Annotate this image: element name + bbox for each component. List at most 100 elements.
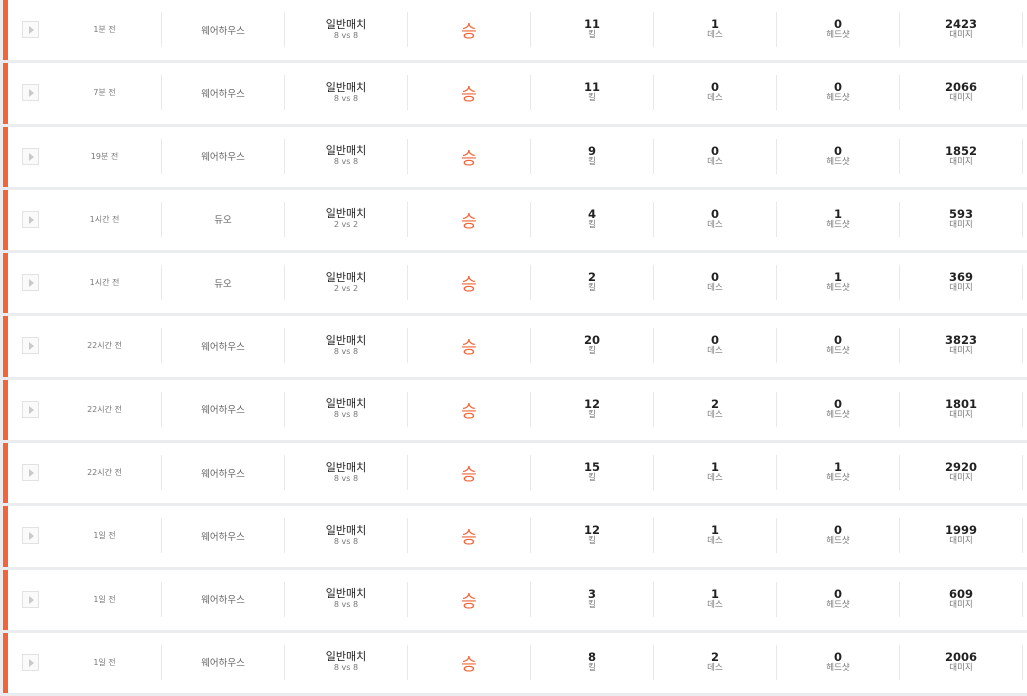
play-replay-icon[interactable] [22,274,39,292]
play-replay-icon[interactable] [22,21,39,38]
play-replay-icon[interactable] [22,147,39,165]
play-replay-icon[interactable] [22,653,39,671]
match-row[interactable]: 22시간 전 웨어하우스 일반매치 8 vs 8 승 15 킬 1 데스 1 헤드샷 2… [3,443,1027,504]
match-row[interactable]: 7분 전 웨어하우스 일반매치 8 vs 8 승 11 킬 0 데스 0 헤드샷 206… [3,63,1027,124]
damage-label: 대미지 [949,409,973,420]
match-map: 듀오 [214,278,232,290]
play-replay-icon[interactable] [22,210,39,228]
time-cell: 19분 전 [48,139,161,174]
deaths-value: 0 [710,80,719,95]
deaths-label: 데스 [707,409,723,420]
match-mode: 일반매치 [325,80,367,94]
kills-value: 3 [587,586,596,601]
match-result: 승 [461,654,477,675]
match-map: 웨어하우스 [201,595,245,607]
play-replay-icon[interactable] [22,527,39,545]
headshots-label: 헤드샷 [826,346,850,357]
headshots-cell: 1 헤드샷 [776,455,899,491]
deaths-value: 1 [710,17,719,31]
deaths-cell: 1 데스 [653,455,776,491]
match-time: 1시간 전 [89,278,120,288]
divider [1022,12,1023,47]
damage-label: 대미지 [949,283,973,294]
damage-cell: 2006 대미지 [899,644,1022,680]
deaths-value: 0 [710,206,719,221]
damage-cell: 369 대미지 [899,265,1022,301]
map-cell: 웨어하우스 [161,644,284,680]
kills-value: 9 [587,143,596,158]
match-mode: 일반매치 [325,17,367,31]
match-result: 승 [461,591,477,612]
match-row[interactable]: 22시간 전 웨어하우스 일반매치 8 vs 8 승 20 킬 0 데스 0 헤드샷 3… [3,316,1027,377]
match-result: 승 [461,22,477,42]
kills-cell: 11 킬 [530,12,653,47]
map-cell: 웨어하우스 [161,328,284,364]
match-result: 승 [461,338,477,359]
match-map: 웨어하우스 [201,531,245,543]
match-row[interactable]: 22시간 전 웨어하우스 일반매치 8 vs 8 승 12 킬 2 데스 0 헤드샷 1… [3,379,1027,441]
match-time: 1일 전 [93,531,116,541]
team-size: 8 vs 8 [333,536,359,546]
match-map: 듀오 [214,215,232,227]
match-time: 1시간 전 [89,214,120,224]
divider [1022,581,1023,617]
damage-label: 대미지 [949,93,973,104]
match-mode: 일반매치 [325,650,367,664]
headshots-label: 헤드샷 [826,283,850,294]
kills-cell: 12 킬 [530,518,653,554]
match-time: 22시간 전 [87,341,122,351]
map-cell: 듀오 [161,265,284,301]
match-time: 22시간 전 [87,468,122,478]
headshots-cell: 1 헤드샷 [776,201,899,237]
result-cell: 승 [407,581,530,617]
damage-label: 대미지 [949,156,973,167]
headshots-cell: 1 헤드샷 [776,265,899,301]
match-row[interactable]: 1분 전 웨어하우스 일반매치 8 vs 8 승 11 킬 1 데스 0 헤드샷 242… [3,0,1027,61]
match-map: 웨어하우스 [201,152,245,164]
damage-label: 대미지 [949,473,973,484]
match-mode: 일반매치 [325,523,367,537]
result-cell: 승 [407,644,530,680]
headshots-value: 0 [833,649,842,664]
deaths-cell: 2 데스 [653,391,776,427]
play-replay-icon[interactable] [22,590,39,608]
deaths-label: 데스 [707,283,723,294]
play-replay-icon[interactable] [22,400,39,418]
divider [1022,328,1023,364]
mode-cell: 일반매치 8 vs 8 [284,138,407,174]
team-size: 8 vs 8 [333,473,359,483]
match-map: 웨어하우스 [201,658,245,670]
match-result: 승 [461,528,477,549]
damage-value: 609 [948,586,973,601]
divider [1022,138,1023,174]
play-replay-icon[interactable] [22,84,39,102]
result-cell: 승 [407,455,530,491]
headshots-value: 1 [833,206,842,221]
time-cell: 22시간 전 [48,392,161,427]
map-cell: 웨어하우스 [161,455,284,491]
deaths-label: 데스 [707,473,723,484]
damage-value: 593 [948,206,973,221]
match-result: 승 [461,275,477,296]
play-replay-icon[interactable] [22,464,39,482]
team-size: 8 vs 8 [333,410,359,420]
kills-value: 11 [583,80,600,95]
headshots-label: 헤드샷 [826,219,850,230]
play-replay-icon[interactable] [22,337,39,355]
kills-value: 8 [587,649,596,664]
match-row[interactable]: 1일 전 웨어하우스 일반매치 8 vs 8 승 12 킬 1 데스 0 헤드샷 199… [3,506,1027,567]
kills-value: 12 [583,396,600,411]
deaths-value: 0 [710,333,719,348]
mode-cell: 일반매치 8 vs 8 [284,75,407,111]
kills-label: 킬 [588,219,596,230]
headshots-label: 헤드샷 [826,93,850,104]
